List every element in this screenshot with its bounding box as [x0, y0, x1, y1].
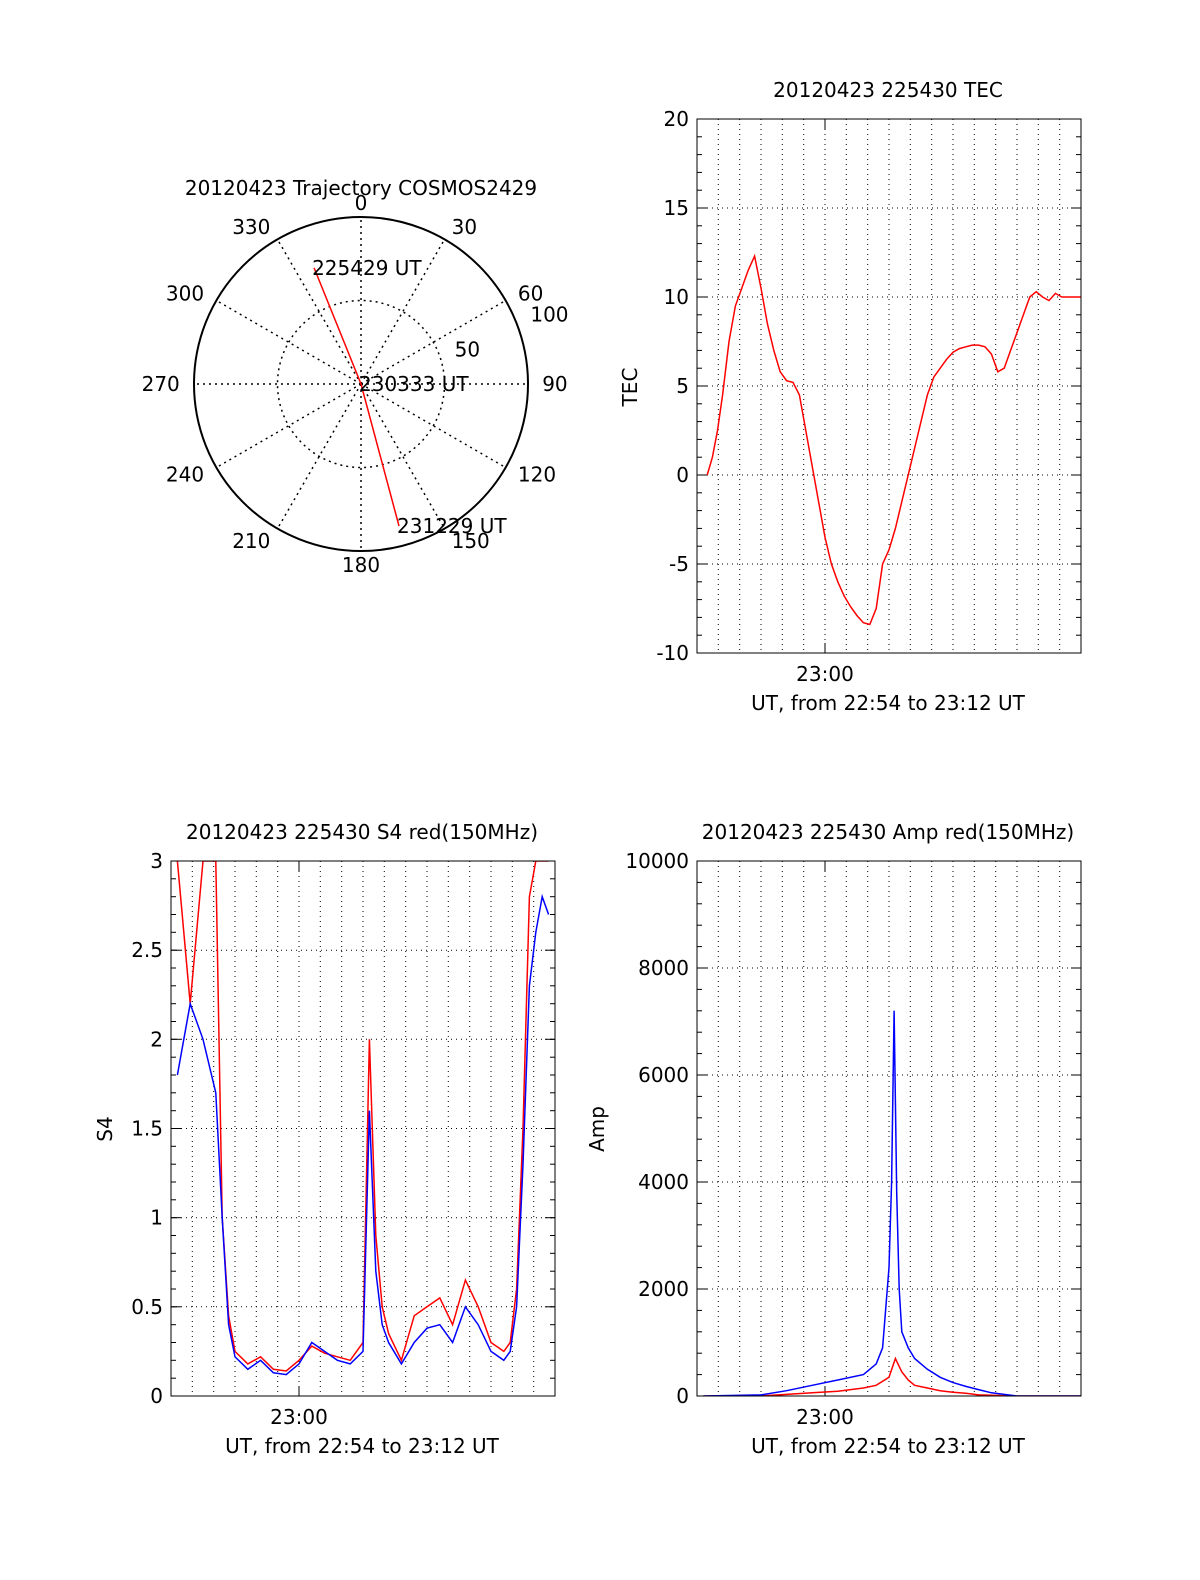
amp-panel: 20120423 225430 Amp red(150MHz) UT, from… [585, 820, 1082, 1458]
series-line-blue [176, 893, 550, 1376]
series-group [703, 1010, 1081, 1396]
y-tick-label: 10000 [625, 849, 689, 873]
y-tick-label: 1.5 [131, 1117, 163, 1141]
trajectory-annotations: 225429 UT 230333 UT 231229 UT [312, 256, 507, 538]
polar-angle-label: 30 [452, 215, 477, 239]
series-line-red [706, 253, 1081, 626]
y-tick-label: 0 [676, 463, 689, 487]
polar-spoke [215, 299, 362, 385]
polar-angle-label: 0 [355, 191, 368, 215]
series-group [706, 253, 1081, 626]
series-line-red [703, 1356, 1081, 1396]
trajectory-track [313, 267, 400, 527]
y-tick-label: 4000 [638, 1170, 689, 1194]
amp-ylabel: Amp [585, 1106, 609, 1152]
tec-title: 20120423 225430 TEC [773, 78, 1003, 102]
polar-angle-label: 90 [542, 372, 567, 396]
y-tick-label: 1 [150, 1206, 163, 1230]
s4-xlabel: UT, from 22:54 to 23:12 UT [225, 1434, 500, 1458]
y-tick-label: 5 [676, 374, 689, 398]
trajectory-time-label: 231229 UT [397, 514, 507, 538]
tec-panel: 20120423 225430 TEC UT, from 22:54 to 23… [618, 78, 1082, 715]
trajectory-time-label: 230333 UT [359, 372, 469, 396]
plot-frame [696, 118, 1082, 654]
trajectory-radius-labels: 50 100 [455, 302, 569, 361]
polar-spoke [360, 383, 507, 469]
trajectory-grid [193, 216, 529, 552]
polar-radius-label: 50 [455, 338, 480, 362]
polar-angle-label: 120 [518, 463, 556, 487]
y-tick-label: 0 [676, 1384, 689, 1408]
amp-plot-area: 0 2000 4000 6000 8000 10000 23:00 [625, 849, 1082, 1429]
polar-angle-label: 240 [166, 463, 204, 487]
y-tick-label: -5 [669, 552, 689, 576]
plot-frame [696, 860, 1082, 1397]
polar-spoke [360, 383, 446, 530]
s4-plot-area: 0 0.5 1 1.5 2 2.5 3 23:00 [131, 849, 556, 1429]
x-tick-label: 23:00 [796, 662, 854, 686]
x-tick-label: 23:00 [270, 1405, 328, 1429]
s4-ylabel: S4 [93, 1116, 117, 1141]
s4-title: 20120423 225430 S4 red(150MHz) [186, 820, 538, 844]
y-tick-label: 20 [664, 107, 689, 131]
y-tick-label: 2000 [638, 1277, 689, 1301]
polar-spoke [276, 383, 362, 530]
tec-xlabel: UT, from 22:54 to 23:12 UT [751, 691, 1026, 715]
tec-ylabel: TEC [618, 368, 642, 408]
s4-panel: 20120423 225430 S4 red(150MHz) UT, from … [93, 820, 556, 1458]
polar-angle-label: 270 [142, 372, 180, 396]
y-tick-label: -10 [656, 641, 689, 665]
polar-angle-label: 150 [452, 529, 490, 553]
y-tick-label: 2.5 [131, 938, 163, 962]
polar-spoke [360, 299, 507, 385]
y-tick-label: 15 [664, 196, 689, 220]
plot-frame [170, 860, 556, 1397]
polar-angle-label: 300 [166, 281, 204, 305]
y-tick-label: 3 [150, 849, 163, 873]
polar-angle-label: 210 [232, 529, 270, 553]
x-tick-label: 23:00 [796, 1405, 854, 1429]
polar-outer-circle [193, 216, 529, 552]
amp-xlabel: UT, from 22:54 to 23:12 UT [751, 1434, 1026, 1458]
y-tick-label: 6000 [638, 1063, 689, 1087]
trajectory-angle-labels: 0 30 60 90 120 150 180 210 240 270 300 330 [142, 191, 568, 577]
series-line-red [176, 861, 549, 1372]
tec-plot-area: -10 -5 0 5 10 15 20 23:00 [656, 107, 1082, 686]
trajectory-time-label: 225429 UT [312, 256, 422, 280]
trajectory-title: 20120423 Trajectory COSMOS2429 [185, 176, 537, 200]
y-tick-label: 0.5 [131, 1295, 163, 1319]
trajectory-panel: 20120423 Trajectory COSMOS2429 0 30 60 90 12… [142, 176, 569, 577]
polar-angle-label: 180 [342, 553, 380, 577]
y-tick-label: 2 [150, 1027, 163, 1051]
series-group [176, 861, 550, 1376]
polar-spoke [360, 238, 446, 385]
polar-spoke [215, 383, 362, 469]
series-line-blue [703, 1010, 1081, 1396]
y-tick-label: 8000 [638, 956, 689, 980]
polar-radius-label: 100 [530, 302, 568, 326]
polar-inner-circle [276, 299, 446, 469]
trajectory-series [313, 267, 400, 527]
polar-angle-label: 60 [518, 281, 543, 305]
polar-angle-label: 330 [232, 215, 270, 239]
amp-title: 20120423 225430 Amp red(150MHz) [702, 820, 1074, 844]
y-tick-label: 10 [664, 285, 689, 309]
polar-spoke [276, 238, 362, 385]
y-tick-label: 0 [150, 1384, 163, 1408]
